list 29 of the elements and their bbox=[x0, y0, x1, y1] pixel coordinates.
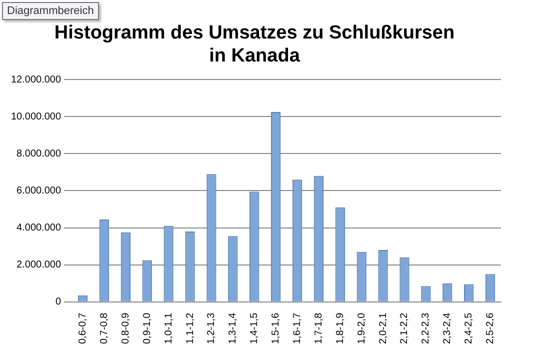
x-tick-label: 2,3-2,4 bbox=[442, 312, 454, 344]
chart-title: Histogramm des Umsatzes zu Schlußkursen in Kanada bbox=[54, 22, 455, 66]
x-tick-label: 1,3-1,4 bbox=[228, 312, 239, 344]
x-tick-label: 2,0-2,1 bbox=[378, 312, 389, 344]
x-tick-label: 0,8-0,9 bbox=[120, 312, 132, 344]
x-tick-label: 1,8-1,9 bbox=[334, 312, 346, 344]
x-tick-label: 2,5-2,6 bbox=[485, 312, 496, 344]
y-tick-label: 10.000.000 bbox=[10, 111, 62, 122]
x-tick-label: 1,6-1,7 bbox=[292, 312, 303, 344]
y-tick-label: 2.000.000 bbox=[16, 260, 62, 271]
x-tick-label: 0,9-1,0 bbox=[142, 312, 153, 344]
x-tick-label: 1,2-1,3 bbox=[206, 312, 218, 344]
x-tick-label: 0,7-0,8 bbox=[98, 312, 110, 344]
x-tick-label: 1,9-2,0 bbox=[356, 312, 368, 344]
x-tick-label: 1,4-1,5 bbox=[249, 312, 260, 344]
y-tick-label: 4.000.000 bbox=[16, 222, 62, 234]
x-tick-label: 1,0-1,1 bbox=[163, 312, 174, 344]
x-tick-label: 0,6-0,7 bbox=[78, 312, 89, 344]
y-tick-label: 6.000.000 bbox=[16, 185, 62, 196]
x-tick-label: 1,1-1,2 bbox=[184, 312, 196, 344]
text: Diagrammbereich bbox=[2, 2, 99, 20]
x-tick-label: 2,2-2,3 bbox=[420, 312, 432, 344]
x-tick-label: 1,5-1,6 bbox=[270, 312, 282, 344]
x-tick-label: 1,7-1,8 bbox=[313, 312, 324, 344]
x-tick-label: 2,1-2,2 bbox=[399, 312, 410, 344]
x-tick-label: 2,4-2,5 bbox=[464, 312, 475, 344]
y-tick-label: 8.000.000 bbox=[16, 148, 62, 160]
y-tick-label: 12.000.000 bbox=[10, 74, 62, 86]
y-tick-label: 0 bbox=[55, 296, 62, 308]
